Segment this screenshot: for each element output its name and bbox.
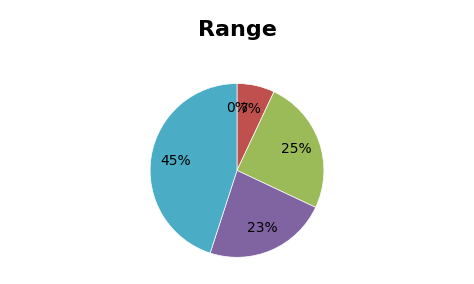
Wedge shape [210, 170, 316, 257]
Wedge shape [237, 92, 324, 207]
Wedge shape [150, 83, 237, 253]
Text: 0%: 0% [226, 101, 248, 115]
Text: 25%: 25% [281, 142, 311, 156]
Text: 23%: 23% [246, 221, 277, 235]
Text: 45%: 45% [160, 154, 191, 168]
Text: Range: Range [198, 20, 276, 40]
Text: 7%: 7% [240, 102, 262, 116]
Wedge shape [237, 83, 274, 170]
